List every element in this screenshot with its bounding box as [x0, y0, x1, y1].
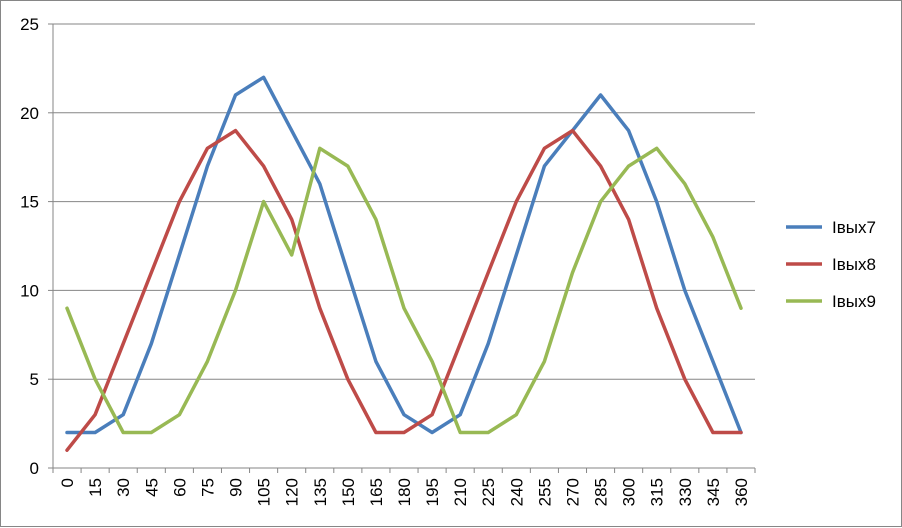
x-tick-label: 270 — [563, 478, 582, 506]
x-tick-label: 0 — [58, 478, 77, 487]
x-tick-label: 330 — [676, 478, 695, 506]
x-tick-label: 315 — [648, 478, 667, 506]
x-axis-ticks: 0 15 30 45 60 75 90 105 120 135 150 165 180 195 210 225… — [58, 478, 751, 506]
x-tick-label: 180 — [395, 478, 414, 506]
series-line-3 — [65, 146, 743, 435]
y-tick-label: 20 — [20, 104, 39, 123]
x-tick-label: 105 — [255, 478, 274, 506]
x-tick-label: 45 — [142, 478, 161, 497]
series-line-1 — [65, 75, 743, 435]
legend-label: Iвых7 — [832, 218, 876, 237]
x-tick-label: 30 — [114, 478, 133, 497]
x-tick-label: 345 — [704, 478, 723, 506]
y-tick-label: 25 — [20, 15, 39, 34]
x-tick-label: 60 — [170, 478, 189, 497]
series-line-2 — [65, 128, 743, 452]
x-tick-label: 135 — [311, 478, 330, 506]
x-tick-label: 225 — [479, 478, 498, 506]
x-tick-label: 75 — [198, 478, 217, 497]
y-tick-label: 15 — [20, 193, 39, 212]
x-tick-label: 120 — [283, 478, 302, 506]
x-tick-label: 15 — [86, 478, 105, 497]
y-tick-label: 10 — [20, 281, 39, 300]
x-tick-label: 285 — [592, 478, 611, 506]
x-tick-label: 210 — [451, 478, 470, 506]
legend-label: Iвых9 — [832, 292, 876, 311]
series-lines — [65, 75, 743, 452]
x-tick-label: 255 — [535, 478, 554, 506]
x-tick-label: 165 — [367, 478, 386, 506]
legend: Iвых7 Iвых8 Iвых9 — [786, 218, 876, 311]
x-tick-label: 150 — [339, 478, 358, 506]
legend-label: Iвых8 — [832, 255, 876, 274]
axes — [48, 23, 756, 473]
y-tick-label: 5 — [30, 370, 39, 389]
y-tick-label: 0 — [30, 459, 39, 478]
x-tick-label: 240 — [507, 478, 526, 506]
y-axis-ticks: 0 5 10 15 20 25 — [20, 15, 39, 478]
x-tick-label: 90 — [227, 478, 246, 497]
x-tick-label: 360 — [732, 478, 751, 506]
x-tick-label: 195 — [423, 478, 442, 506]
x-tick-label: 300 — [620, 478, 639, 506]
